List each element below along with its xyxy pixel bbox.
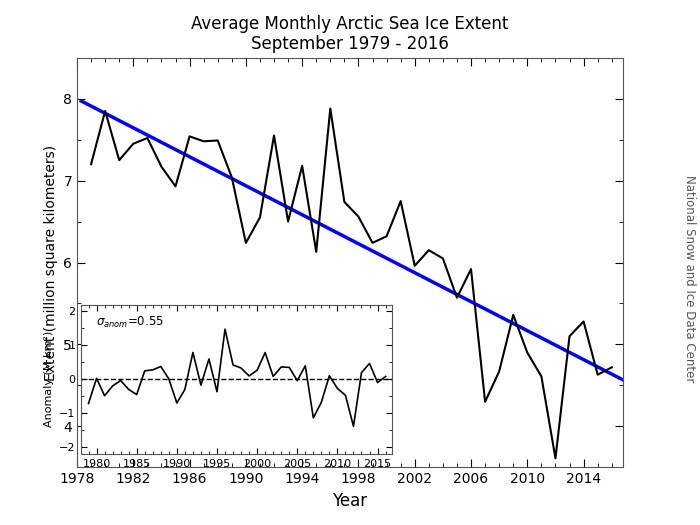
X-axis label: Year: Year — [332, 492, 368, 510]
Text: National Snow and Ice Data Center: National Snow and Ice Data Center — [682, 174, 696, 382]
Text: $\sigma_{anom}$=0.55: $\sigma_{anom}$=0.55 — [96, 315, 164, 330]
Y-axis label: Extent (million square kilometers): Extent (million square kilometers) — [43, 144, 57, 381]
Title: Average Monthly Arctic Sea Ice Extent
September 1979 - 2016: Average Monthly Arctic Sea Ice Extent Se… — [191, 15, 509, 54]
Y-axis label: Anomaly (M km²): Anomaly (M km²) — [43, 331, 54, 427]
